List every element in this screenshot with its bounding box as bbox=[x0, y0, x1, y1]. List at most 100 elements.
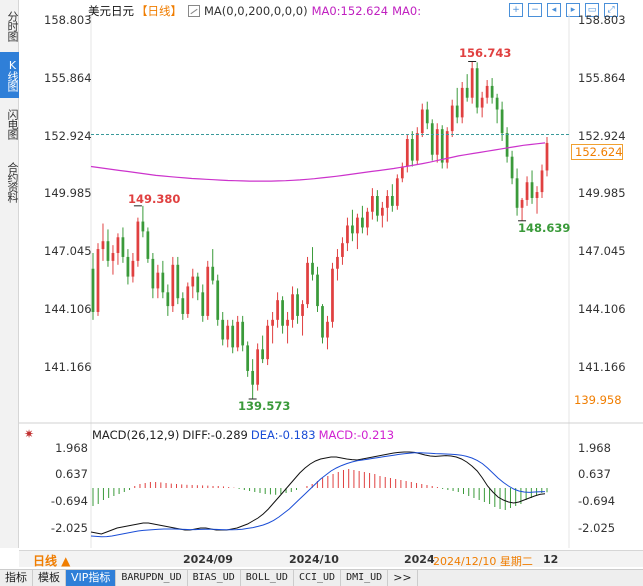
x-label-oct: 2024/10 bbox=[289, 553, 339, 566]
candle-body bbox=[206, 266, 210, 316]
candle-body bbox=[460, 87, 464, 118]
candle bbox=[530, 170, 534, 204]
candle bbox=[266, 319, 269, 366]
candle bbox=[425, 101, 429, 130]
tab-bias[interactable]: BIAS_UD bbox=[188, 570, 241, 586]
y-tick-right: 152.924 bbox=[578, 128, 626, 143]
candle bbox=[495, 93, 499, 124]
candle bbox=[111, 245, 115, 275]
candle bbox=[336, 249, 339, 281]
candle bbox=[361, 205, 364, 234]
side-tab-kline[interactable]: K线图 bbox=[0, 52, 19, 98]
candle bbox=[415, 127, 419, 165]
candle bbox=[291, 286, 294, 328]
candle-body bbox=[510, 156, 514, 179]
candle-body bbox=[540, 170, 544, 193]
y-tick-right: 149.985 bbox=[578, 186, 626, 201]
macd-tick-right: -2.025 bbox=[578, 520, 616, 535]
candle bbox=[535, 186, 539, 214]
side-tab-contract-info[interactable]: 合约资料 bbox=[6, 162, 19, 202]
candle bbox=[181, 292, 185, 320]
candle bbox=[276, 292, 279, 328]
candle-body bbox=[136, 221, 140, 261]
candle-body bbox=[101, 241, 105, 250]
candle-body bbox=[530, 182, 534, 198]
candle bbox=[356, 213, 359, 250]
macd-tick-left: -0.694 bbox=[50, 493, 88, 508]
candle bbox=[136, 217, 140, 267]
candle-body bbox=[216, 280, 220, 320]
candle-body bbox=[405, 138, 409, 167]
candle-body bbox=[116, 237, 120, 254]
candle bbox=[91, 253, 95, 320]
macd-diff-line bbox=[90, 451, 546, 535]
candle-body bbox=[231, 325, 235, 348]
candle-body bbox=[545, 142, 549, 171]
candle bbox=[380, 201, 384, 228]
candle bbox=[116, 233, 120, 265]
macd-tick-left: 1.968 bbox=[55, 440, 88, 455]
candle-body bbox=[445, 131, 449, 163]
candle bbox=[395, 174, 399, 210]
tab-dmi[interactable]: DMI_UD bbox=[341, 570, 389, 586]
fit-icon[interactable]: ▭ bbox=[585, 3, 599, 17]
indicator-tab-bar: 指标 模板 VIP指标 BARUPDN_UD BIAS_UD BOLL_UD C… bbox=[0, 569, 643, 586]
candle bbox=[545, 137, 549, 177]
move-right-icon[interactable]: ▸ bbox=[566, 3, 580, 17]
candle bbox=[161, 260, 165, 299]
candle-body bbox=[440, 129, 444, 163]
fullscreen-icon[interactable]: ⤢ bbox=[604, 3, 618, 17]
candle bbox=[430, 119, 434, 161]
zoom-in-icon[interactable]: + bbox=[509, 3, 523, 17]
tab-boll[interactable]: BOLL_UD bbox=[241, 570, 294, 586]
y-tick-left: 152.924 bbox=[44, 128, 92, 143]
candle bbox=[146, 227, 150, 263]
candle bbox=[306, 256, 309, 309]
candle-body bbox=[480, 97, 484, 108]
candle-body bbox=[241, 321, 245, 346]
tab-template[interactable]: 模板 bbox=[33, 570, 66, 586]
tab-barupdn[interactable]: BARUPDN_UD bbox=[116, 570, 188, 586]
y-tick-left: 155.864 bbox=[44, 70, 92, 85]
candle-body bbox=[271, 319, 274, 326]
candle-body bbox=[256, 349, 260, 385]
candle bbox=[296, 288, 299, 324]
candle bbox=[525, 176, 529, 206]
candle-body bbox=[336, 256, 339, 269]
candle-body bbox=[186, 286, 190, 314]
macd-settings-icon[interactable]: ✷ bbox=[23, 427, 35, 441]
candle-body bbox=[166, 292, 170, 307]
y-tick-left: 149.985 bbox=[44, 186, 92, 201]
candle bbox=[321, 304, 324, 344]
candle-body bbox=[291, 294, 294, 320]
tab-more[interactable]: >> bbox=[388, 570, 418, 586]
candle bbox=[331, 262, 334, 328]
y-tick-right: 147.045 bbox=[578, 244, 626, 259]
side-tab-flash[interactable]: 闪电图 bbox=[6, 109, 19, 139]
candle-body bbox=[525, 182, 529, 200]
candle bbox=[445, 127, 449, 169]
period-selector-button[interactable]: 日线 ▲ bbox=[33, 554, 71, 568]
chart-header: 美元日元 【日线】 MA(0,0,200,0,0,0) MA0:152.624 … bbox=[88, 3, 421, 19]
candle-body bbox=[91, 268, 95, 312]
low-price-annotation: 139.573 bbox=[238, 399, 291, 413]
tab-cci[interactable]: CCI_UD bbox=[294, 570, 342, 586]
zoom-out-icon[interactable]: − bbox=[528, 3, 542, 17]
macd-tick-right: 1.968 bbox=[578, 440, 611, 455]
period-label[interactable]: 【日线】 bbox=[136, 4, 182, 18]
move-left-icon[interactable]: ◂ bbox=[547, 3, 561, 17]
candle bbox=[410, 131, 414, 167]
tab-indicator[interactable]: 指标 bbox=[0, 570, 33, 586]
macd-dea: DEA:-0.183 bbox=[250, 428, 316, 442]
indicator-settings-icon[interactable] bbox=[188, 5, 200, 17]
candle bbox=[121, 227, 125, 263]
candle bbox=[351, 209, 354, 242]
candlestick-chart[interactable] bbox=[0, 0, 643, 550]
x-label-year: 2024 bbox=[404, 553, 435, 566]
candle bbox=[520, 197, 524, 221]
side-tab-timeshare[interactable]: 分时图 bbox=[6, 11, 19, 41]
candle bbox=[316, 266, 319, 312]
candle bbox=[206, 260, 210, 320]
tab-vip-indicator[interactable]: VIP指标 bbox=[66, 570, 117, 586]
candle-body bbox=[111, 253, 115, 261]
